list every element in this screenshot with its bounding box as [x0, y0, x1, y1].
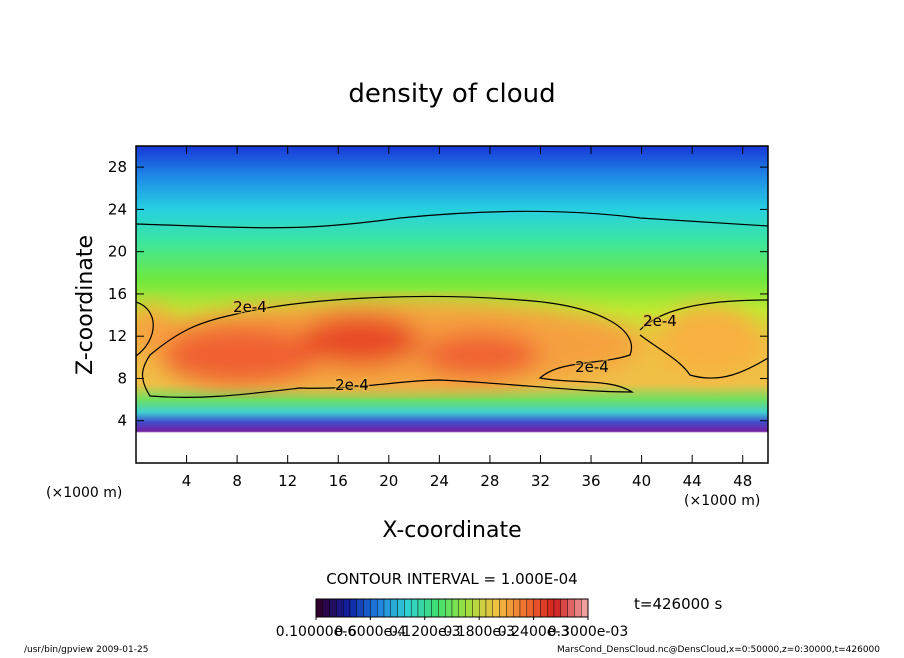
y-tick-label: 8 [117, 369, 127, 387]
contour-lines [136, 210, 768, 399]
plot-frame [135, 145, 769, 464]
colorbar-cell [356, 598, 364, 618]
y-axis-label: Z-coordinate [73, 235, 98, 375]
colorbar-cell [417, 598, 426, 618]
colorbar-cell [479, 598, 487, 618]
x-tick-label: 4 [182, 472, 192, 490]
colorbar-cell [336, 598, 344, 618]
x-tick-label: 8 [232, 472, 242, 490]
colorbar-cell [472, 598, 480, 618]
colorbar-cell [411, 598, 419, 618]
colorbar-cell [451, 598, 460, 618]
colorbar-cell [404, 598, 412, 618]
x-unit: (×1000 m) [684, 493, 760, 509]
y-tick-label: 12 [108, 327, 127, 345]
contour-label: 2e-4 [643, 312, 677, 330]
colorbar-cell [485, 598, 494, 618]
colorbar-cell [390, 598, 398, 618]
x-tick-label: 48 [733, 472, 752, 490]
colorbar-cell [553, 598, 562, 618]
colorbar-cell [458, 598, 466, 618]
colorbar-cell [526, 598, 534, 618]
density-field [136, 146, 768, 463]
colorbar-tick-label: 0.3000e-03 [548, 624, 628, 640]
colorbar-cell [315, 598, 324, 618]
contour-label: 2e-4 [233, 298, 267, 316]
y-tick-label: 24 [108, 200, 127, 218]
time-label: t=426000 s [634, 595, 722, 613]
x-tick-label: 44 [683, 472, 702, 490]
y-tick-label: 20 [108, 243, 127, 261]
colorbar-tick-label: 0.1800e-3 [443, 624, 515, 640]
colorbar-cell [465, 598, 473, 618]
footer-right: MarsCond_DensCloud.nc@DensCloud,x=0:5000… [557, 645, 880, 654]
x-tick-label: 32 [531, 472, 550, 490]
colorbar-cell [322, 598, 330, 618]
contour-interval: CONTOUR INTERVAL = 1.000E-04 [326, 570, 577, 588]
contour-label: 2e-4 [335, 376, 369, 394]
colorbar-cell [431, 598, 439, 618]
colorbar-tick-label: 0.6000e-4 [335, 624, 407, 640]
y-unit: (×1000 m) [46, 485, 122, 501]
colorbar-cell [506, 598, 514, 618]
colorbar-cell [581, 598, 589, 618]
colorbar-cell [445, 598, 453, 618]
y-tick-label: 4 [117, 412, 127, 430]
colorbar-cell [540, 598, 548, 618]
colorbar-cell [397, 598, 405, 618]
footer-left: /usr/bin/gpview 2009-01-25 [24, 645, 148, 654]
colorbar-cell [513, 598, 521, 618]
colorbar-cell [547, 598, 555, 618]
x-tick-label: 28 [480, 472, 499, 490]
chart-title: density of cloud [348, 79, 555, 109]
x-tick-label: 36 [581, 472, 600, 490]
contour-label: 2e-4 [575, 358, 609, 376]
x-tick-label: 40 [632, 472, 651, 490]
colorbar-cell [377, 598, 385, 618]
y-tick-label: 16 [108, 285, 127, 303]
colorbar-cell [349, 598, 358, 618]
colorbar-tick-label: 0.10000e-6 [276, 624, 357, 640]
colorbar-cell [574, 598, 582, 618]
colorbar-cell [519, 598, 528, 618]
x-tick-label: 16 [329, 472, 348, 490]
colorbar-cell [383, 598, 392, 618]
colorbar-cell [492, 598, 500, 618]
x-tick-label: 12 [278, 472, 297, 490]
colorbar-cell [560, 598, 568, 618]
y-tick-label: 28 [108, 158, 127, 176]
colorbar-cell [370, 598, 378, 618]
colorbar-tick-label: 0.1200e-3 [389, 624, 461, 640]
colorbar-cell [329, 598, 337, 618]
colorbar-frame [315, 598, 589, 618]
colorbar-cell [499, 598, 507, 618]
x-tick-label: 24 [430, 472, 449, 490]
colorbar-cell [363, 598, 371, 618]
colorbar-tick-label: 0.2400e-3 [498, 624, 570, 640]
x-axis-label: X-coordinate [382, 518, 521, 543]
colorbar-cell [424, 598, 432, 618]
colorbar-cell [343, 598, 351, 618]
colorbar: 0.10000e-60.6000e-40.1200e-30.1800e-30.2… [276, 598, 628, 640]
colorbar-cell [567, 598, 575, 618]
colorbar-cell [438, 598, 446, 618]
x-tick-label: 20 [379, 472, 398, 490]
colorbar-cell [533, 598, 541, 618]
